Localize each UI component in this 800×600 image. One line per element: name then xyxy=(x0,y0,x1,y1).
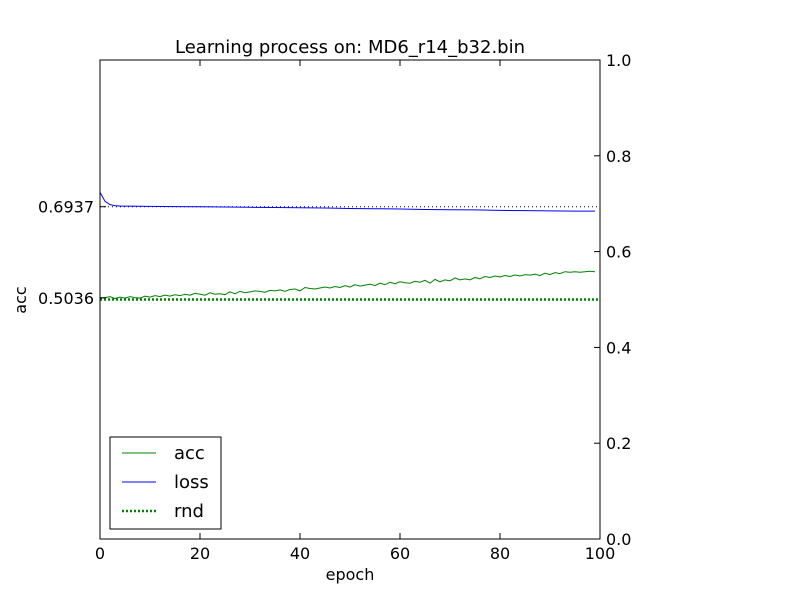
y-tick-label-right: 1.0 xyxy=(606,51,631,70)
y-tick-label-left: 0.5036 xyxy=(38,289,94,308)
y-tick-label-left: 0.6937 xyxy=(38,198,94,217)
chart-title: Learning process on: MD6_r14_b32.bin xyxy=(175,37,525,58)
y-tick-label-right: 0.6 xyxy=(606,243,631,262)
plot-frame xyxy=(99,59,601,540)
series-line-acc xyxy=(99,270,596,300)
x-axis-label: epoch xyxy=(326,565,375,584)
legend: acc loss rnd xyxy=(109,436,222,530)
series-layer xyxy=(99,191,600,301)
x-tick-label: 20 xyxy=(190,544,210,563)
x-tick-label: 40 xyxy=(290,544,310,563)
y-axis-left: 0.6937 0.5036 xyxy=(38,198,106,308)
y-axis-right: 0.0 0.2 0.4 0.6 0.8 1.0 xyxy=(594,51,631,549)
x-tick-label: 80 xyxy=(490,544,510,563)
legend-box xyxy=(109,436,222,530)
series-line-loss xyxy=(99,191,595,212)
y-tick-label-right: 0.8 xyxy=(606,147,631,166)
x-tick-label: 100 xyxy=(585,544,616,563)
x-tick-label: 60 xyxy=(390,544,410,563)
legend-label-rnd: rnd xyxy=(174,501,204,522)
legend-label-acc: acc xyxy=(174,443,205,464)
x-axis: 0 20 40 60 80 100 xyxy=(95,60,615,563)
legend-label-loss: loss xyxy=(174,472,209,493)
y-axis-label: acc xyxy=(11,286,30,313)
y-tick-label-right: 0.0 xyxy=(606,530,631,549)
y-tick-label-right: 0.4 xyxy=(606,338,631,357)
y-tick-label-right: 0.2 xyxy=(606,434,631,453)
x-tick-label: 0 xyxy=(95,544,105,563)
